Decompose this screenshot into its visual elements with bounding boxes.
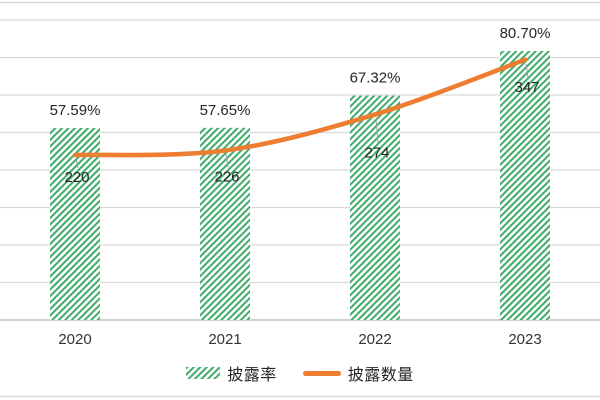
- legend-item-disclosure-rate: 披露率: [186, 361, 277, 385]
- legend: 披露率 披露数量: [0, 360, 600, 386]
- bar-label-2021: 57.65%: [200, 102, 251, 119]
- leader-line: [225, 154, 229, 168]
- bar-label-2022: 67.32%: [350, 70, 401, 87]
- line-label-2022: 274: [364, 145, 389, 162]
- x-tick-2023: 2023: [508, 331, 541, 348]
- legend-label-disclosure-count: 披露数量: [347, 367, 414, 384]
- line-label-2020: 220: [64, 169, 89, 186]
- x-tick-2020: 2020: [58, 331, 91, 348]
- leader-line: [75, 158, 79, 169]
- bar-2021: [200, 127, 250, 320]
- hatched-bar-swatch-icon: [186, 367, 221, 379]
- bar-2020: [50, 128, 100, 320]
- bar-label-2023: 80.70%: [500, 25, 551, 42]
- line-label-2021: 226: [214, 169, 239, 186]
- legend-label-disclosure-rate: 披露率: [227, 367, 277, 384]
- legend-item-disclosure-count: 披露数量: [302, 361, 414, 385]
- bar-label-2020: 57.59%: [50, 102, 101, 119]
- leader-line: [375, 118, 379, 144]
- x-tick-2022: 2022: [358, 331, 391, 348]
- line-label-2023: 347: [514, 79, 539, 96]
- line-series: [72, 57, 528, 158]
- bar-2022: [350, 95, 400, 320]
- leader-line: [525, 63, 529, 78]
- line-series-swatch-icon: [302, 370, 341, 376]
- bar-2023: [500, 51, 550, 320]
- x-tick-2021: 2021: [208, 331, 241, 348]
